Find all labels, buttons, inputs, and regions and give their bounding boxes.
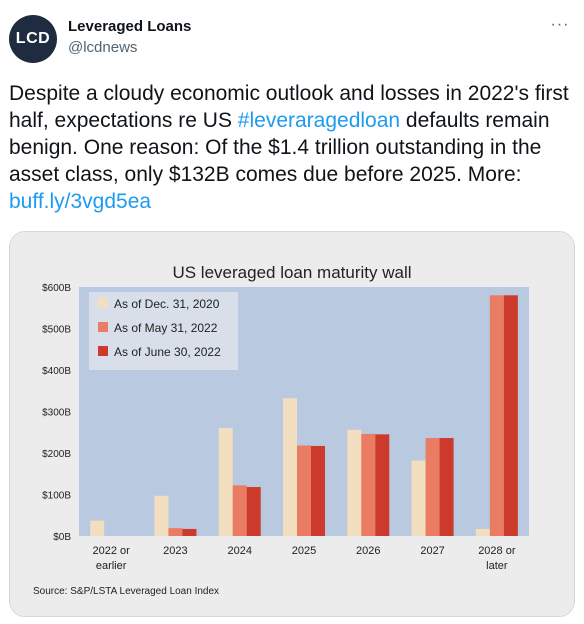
tweet-text-part-2: defaults remain benign. One reason: Of t… (9, 109, 550, 186)
bar (283, 398, 297, 536)
tweet-text-part-1: Despite a cloudy economic outlook and lo… (9, 82, 569, 132)
x-tick-label: 2023 (163, 545, 187, 557)
bar (311, 445, 325, 536)
url-link[interactable]: buff.ly/3vgd5ea (9, 190, 152, 213)
y-tick-label: $200B (42, 449, 71, 460)
bar (475, 528, 490, 536)
maturity-wall-chart: US leveraged loan maturity wall $0B $100B… (10, 232, 574, 616)
y-tick-label: $0B (53, 532, 71, 543)
bar (232, 485, 247, 536)
bar (246, 487, 261, 536)
bar (439, 438, 454, 536)
legend-label: As of May 31, 2022 (114, 321, 218, 335)
tweet-media[interactable]: US leveraged loan maturity wall $0B $100B… (9, 231, 575, 617)
x-tick-label: 2025 (292, 545, 316, 557)
legend-swatch (98, 346, 108, 356)
x-tick-label: 2028 or later (478, 545, 516, 572)
author-handle[interactable]: @lcdnews (68, 39, 138, 56)
chart-source: Source: S&P/LSTA Leveraged Loan Index (33, 586, 219, 597)
y-tick-label: $100B (42, 491, 71, 502)
bar (297, 445, 311, 536)
legend: As of Dec. 31, 2020 As of May 31, 2022 As … (89, 292, 238, 370)
bar (218, 428, 233, 536)
bar (361, 433, 376, 536)
x-tick-label: 2022 or earlier (92, 545, 130, 572)
legend-swatch (98, 298, 108, 308)
chart-title: US leveraged loan maturity wall (172, 263, 411, 282)
more-options-icon[interactable]: ··· (550, 16, 570, 33)
y-tick-label: $600B (42, 283, 71, 294)
bar (347, 429, 362, 536)
bar (489, 295, 504, 536)
x-tick-label: 2026 (356, 545, 380, 557)
legend-label: As of June 30, 2022 (114, 345, 221, 359)
y-axis-ticks: $0B $100B $200B $300B $400B $500B $600B (42, 283, 71, 543)
bar (425, 438, 440, 536)
x-tick-label: 2027 (420, 545, 444, 557)
bars (90, 295, 518, 536)
x-axis-labels: 2022 or earlier 2023 2024 2025 2026 2027 2028 o… (92, 545, 515, 572)
author-display-name[interactable]: Leveraged Loans (68, 18, 192, 35)
hashtag-link[interactable]: #leveraragedloan (237, 109, 401, 132)
bar (503, 295, 518, 536)
legend-label: As of Dec. 31, 2020 (114, 297, 220, 311)
y-tick-label: $400B (42, 366, 71, 377)
bar (182, 528, 197, 536)
bar (90, 520, 105, 536)
y-tick-label: $500B (42, 325, 71, 336)
tweet-text: Despite a cloudy economic outlook and lo… (9, 80, 577, 215)
bar (154, 495, 169, 536)
x-tick-label: 2024 (227, 545, 251, 557)
avatar[interactable]: LCD (9, 15, 57, 63)
legend-box (89, 292, 238, 370)
bar (168, 528, 183, 536)
legend-swatch (98, 322, 108, 332)
bar (411, 460, 426, 536)
y-tick-label: $300B (42, 408, 71, 419)
bar (375, 434, 390, 536)
